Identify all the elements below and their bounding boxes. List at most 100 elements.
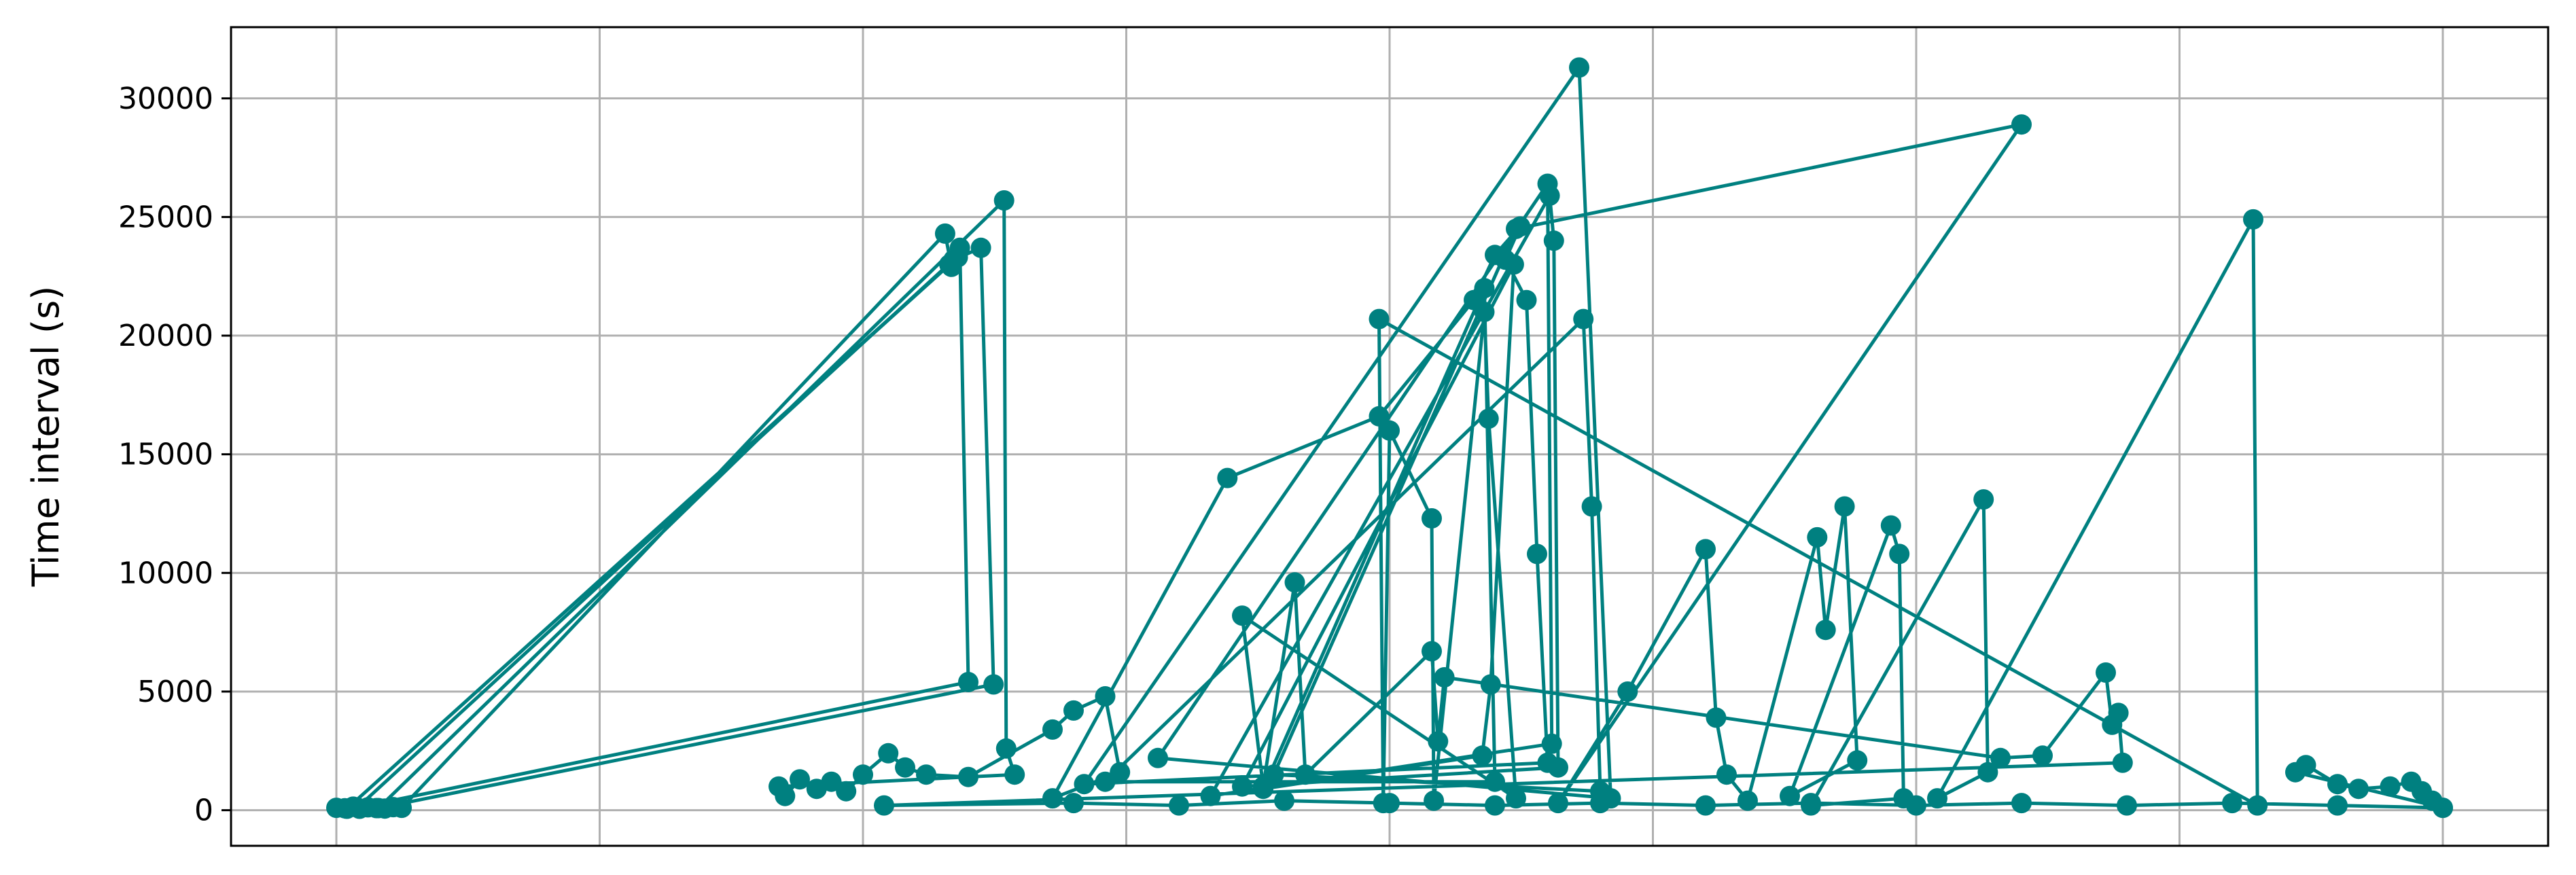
- data-point: [1834, 496, 1855, 517]
- data-point: [1232, 776, 1252, 797]
- y-tick-label: 0: [194, 793, 213, 828]
- data-point: [1527, 543, 1547, 565]
- data-point: [943, 249, 964, 270]
- data-point: [1063, 793, 1084, 814]
- data-point: [2433, 798, 2453, 819]
- data-point: [1472, 745, 1493, 766]
- data-point: [1695, 539, 1716, 560]
- data-point: [836, 781, 857, 802]
- data-point: [1573, 308, 1594, 329]
- data-point: [1422, 641, 1442, 662]
- plot-frame: [230, 26, 2549, 847]
- data-point: [1004, 764, 1025, 785]
- data-point: [790, 769, 810, 790]
- data-point: [368, 798, 389, 819]
- data-point: [1716, 764, 1737, 785]
- data-point: [1539, 185, 1560, 206]
- data-point: [1042, 719, 1063, 740]
- data-point: [1617, 681, 1638, 702]
- data-point: [1434, 667, 1455, 688]
- data-point: [2117, 795, 2137, 816]
- data-point: [916, 764, 936, 785]
- data-point: [2032, 745, 2053, 766]
- data-point: [1422, 508, 1442, 529]
- data-point: [2327, 774, 2348, 795]
- data-point: [1474, 302, 1495, 323]
- data-point: [853, 764, 873, 785]
- data-point: [1541, 733, 1562, 754]
- data-point: [775, 785, 796, 806]
- y-tick-label: 10000: [118, 556, 213, 590]
- data-point: [995, 738, 1017, 759]
- y-axis-label: Time interval (s): [24, 286, 67, 588]
- data-point: [1801, 793, 1821, 814]
- data-point: [1424, 790, 1445, 811]
- data-point: [2380, 776, 2401, 797]
- data-point: [1548, 793, 1568, 814]
- data-point: [347, 797, 368, 818]
- data-point: [1516, 289, 1537, 310]
- data-point: [1379, 793, 1400, 814]
- data-point: [1284, 572, 1305, 593]
- data-point: [1548, 757, 1568, 778]
- data-point: [878, 743, 899, 764]
- data-point: [1474, 278, 1495, 299]
- data-point: [2096, 662, 2116, 683]
- data-point: [1148, 747, 1168, 768]
- data-point: [1253, 776, 1273, 797]
- data-point: [821, 771, 842, 792]
- data-point: [1695, 795, 1716, 816]
- data-point: [2222, 793, 2242, 814]
- data-point: [2011, 114, 2032, 135]
- data-point: [1569, 57, 1589, 78]
- data-point: [983, 674, 1004, 695]
- data-point: [993, 190, 1014, 211]
- data-point: [958, 672, 978, 692]
- data-point: [1807, 526, 1828, 548]
- data-point: [874, 795, 894, 816]
- data-point: [1503, 254, 1524, 275]
- data-point: [1815, 620, 1836, 641]
- data-point: [2348, 779, 2369, 800]
- y-tick-label: 25000: [118, 200, 213, 234]
- data-point: [2108, 702, 2129, 724]
- data-point: [1295, 764, 1316, 785]
- data-point: [1379, 420, 1400, 441]
- data-point: [1217, 467, 1238, 488]
- data-point: [1478, 408, 1499, 429]
- data-series: [326, 57, 2453, 819]
- y-tick-label: 30000: [118, 82, 213, 116]
- data-point: [1232, 605, 1252, 626]
- data-point: [1880, 515, 1901, 536]
- data-point: [1889, 543, 1910, 565]
- data-point: [1906, 795, 1926, 816]
- data-point: [1485, 795, 1505, 816]
- data-point: [1543, 230, 1564, 251]
- data-point: [1506, 788, 1526, 809]
- data-point: [2243, 209, 2263, 230]
- y-tick-label: 15000: [118, 438, 213, 472]
- data-point: [1780, 785, 1800, 806]
- data-point: [1847, 750, 1868, 771]
- data-point: [1977, 762, 1998, 783]
- data-point: [1428, 731, 1449, 752]
- data-point: [1706, 707, 1727, 728]
- data-point: [1200, 785, 1221, 806]
- data-point: [934, 223, 955, 244]
- data-point: [1506, 218, 1526, 239]
- data-point: [1110, 762, 1131, 783]
- data-point: [1927, 788, 1947, 809]
- data-point: [391, 798, 412, 819]
- data-point: [958, 766, 978, 787]
- data-point: [1990, 747, 2011, 768]
- data-point: [1095, 686, 1116, 707]
- y-tick-label: 5000: [137, 675, 213, 709]
- data-point: [1074, 774, 1095, 795]
- y-axis-ticks: 0 5000 10000 15000 20000 25000 30000: [118, 82, 231, 828]
- data-point: [1485, 771, 1505, 792]
- data-point: [1063, 700, 1084, 721]
- data-point: [1973, 489, 1994, 510]
- data-point: [2327, 795, 2348, 816]
- data-point: [1169, 795, 1189, 816]
